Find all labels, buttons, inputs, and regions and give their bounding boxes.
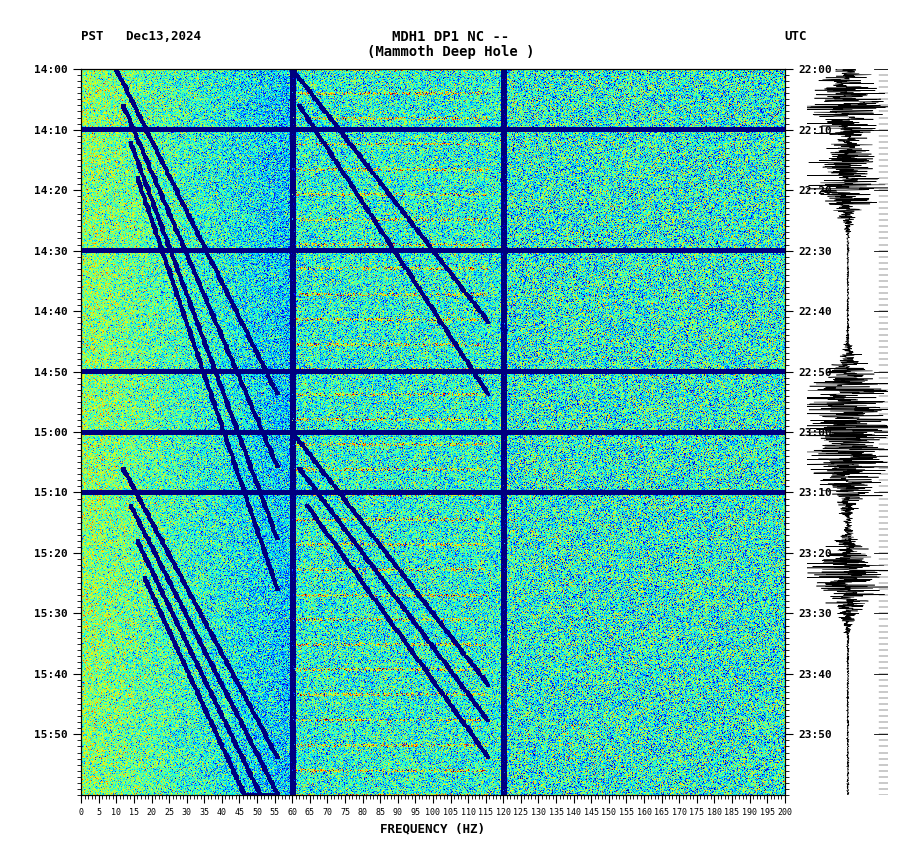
Text: UTC: UTC <box>785 30 807 43</box>
X-axis label: FREQUENCY (HZ): FREQUENCY (HZ) <box>381 823 485 835</box>
Text: (Mammoth Deep Hole ): (Mammoth Deep Hole ) <box>367 45 535 59</box>
Text: MDH1 DP1 NC --: MDH1 DP1 NC -- <box>392 30 510 44</box>
Text: PST   Dec13,2024: PST Dec13,2024 <box>81 30 201 43</box>
